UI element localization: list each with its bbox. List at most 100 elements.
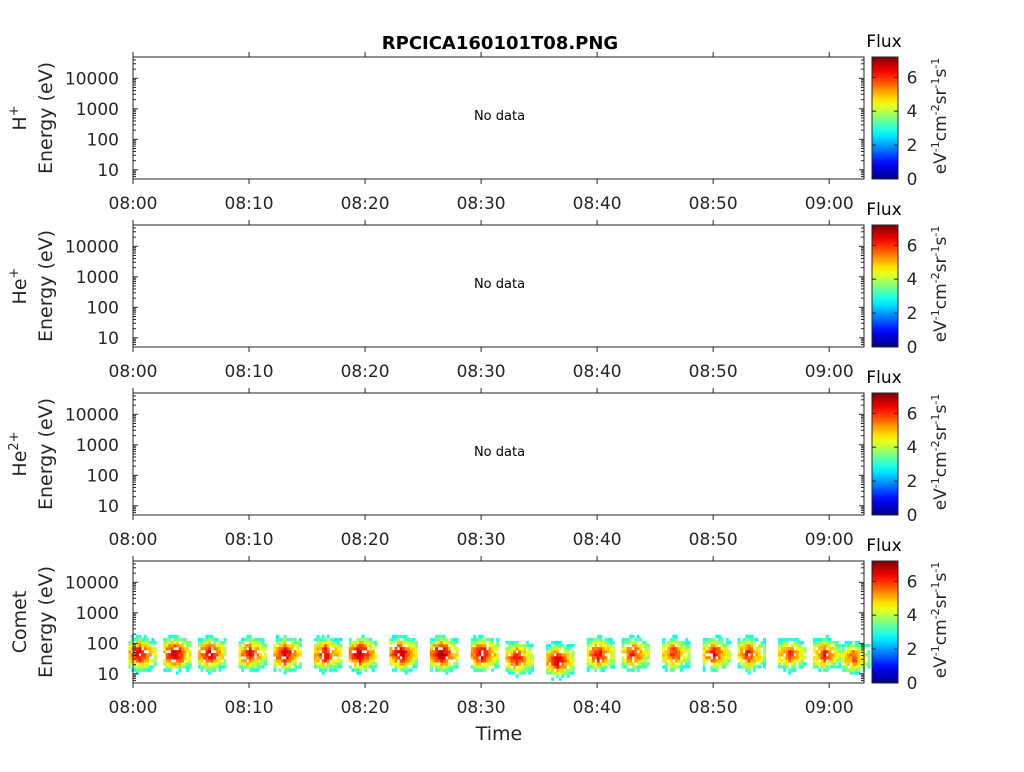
flux-cell (181, 637, 184, 642)
flux-cell (513, 662, 516, 666)
flux-cell (283, 647, 287, 651)
flux-cell (687, 644, 691, 648)
flux-cell (392, 668, 395, 672)
flux-cell (445, 637, 449, 642)
flux-cell (750, 653, 754, 657)
flux-cell (316, 644, 320, 648)
x-tick-label: 08:10 (225, 698, 274, 718)
flux-cell (210, 668, 214, 672)
flux-cell (198, 650, 201, 654)
flux-cell (128, 659, 132, 663)
flux-cell (198, 640, 201, 645)
flux-cell (793, 668, 797, 672)
flux-cell (594, 656, 598, 660)
flux-cell (737, 653, 741, 657)
flux-cell (854, 644, 858, 648)
flux-cell (838, 650, 842, 654)
flux-cell (351, 640, 355, 645)
flux-cell (146, 668, 150, 672)
flux-cell (151, 640, 155, 645)
flux-cell (790, 665, 794, 669)
flux-cell (720, 656, 724, 660)
flux-cell (842, 665, 845, 669)
flux-cell (442, 647, 446, 651)
ion-burst (128, 634, 157, 675)
flux-cell (241, 659, 244, 663)
flux-cell (215, 644, 219, 648)
flux-cell (629, 650, 633, 654)
flux-cell (286, 653, 290, 657)
flux-cell (298, 662, 302, 666)
flux-cell (435, 656, 438, 660)
flux-cell (356, 653, 360, 657)
figure-title: RPCICA160101T08.PNG (382, 33, 618, 54)
flux-cell (353, 644, 357, 648)
flux-cell (558, 647, 562, 651)
flux-cell (556, 671, 560, 675)
flux-cell (319, 644, 322, 648)
species-label: He2+ (7, 431, 31, 476)
flux-cell (283, 653, 287, 657)
flux-cell (793, 659, 797, 663)
flux-cell (835, 640, 839, 645)
flux-cell (612, 650, 616, 654)
flux-cell (359, 665, 362, 669)
flux-cell (705, 640, 709, 645)
flux-cell (788, 637, 792, 642)
flux-cell (551, 668, 555, 672)
flux-cell (238, 656, 242, 660)
flux-cell (586, 647, 590, 651)
flux-cell (528, 662, 532, 666)
flux-cell (188, 644, 192, 648)
flux-cell (750, 644, 754, 648)
flux-cell (394, 668, 398, 672)
flux-cell (594, 665, 598, 669)
flux-cell (151, 647, 155, 651)
ion-burst (198, 634, 227, 675)
colorbar-gradient-bar (871, 392, 899, 516)
flux-cell (173, 637, 177, 642)
flux-cell (353, 653, 357, 657)
flux-cell (558, 665, 562, 669)
flux-cell (849, 671, 853, 675)
flux-cell (394, 659, 398, 663)
flux-cell (314, 659, 317, 663)
flux-cell (728, 653, 732, 657)
flux-cell (243, 647, 247, 651)
x-ticks: 08:00 08:10 08:20 08:30 08:40 08:50 09:00 (109, 556, 854, 718)
flux-cell (591, 659, 595, 663)
flux-cell (825, 634, 829, 639)
flux-cell (602, 659, 605, 663)
flux-cell (835, 665, 839, 669)
flux-cell (750, 656, 754, 660)
flux-cell (867, 662, 871, 666)
x-ticks: 08:00 08:10 08:20 08:30 08:40 08:50 09:00 (109, 388, 854, 550)
flux-cell (402, 640, 406, 645)
flux-cell (470, 644, 474, 648)
flux-cell (682, 659, 686, 663)
flux-cell (636, 647, 640, 651)
flux-cell (389, 650, 393, 654)
flux-cell (723, 665, 726, 669)
flux-cell (763, 647, 766, 651)
flux-cell (415, 656, 418, 660)
flux-cell (669, 644, 673, 648)
flux-cell (823, 656, 827, 660)
flux-cell (361, 653, 365, 657)
flux-cell (215, 662, 219, 666)
flux-cell (480, 668, 484, 672)
flux-cell (493, 662, 497, 666)
flux-cell (518, 665, 522, 669)
flux-cell (720, 665, 724, 669)
flux-cell (513, 668, 516, 672)
flux-cell (763, 640, 766, 645)
flux-cell (644, 647, 648, 651)
flux-cell (181, 659, 184, 663)
flux-cell (626, 656, 630, 660)
flux-cell (612, 659, 616, 663)
flux-cell (849, 656, 853, 660)
flux-cell (253, 637, 257, 642)
flux-cell (435, 634, 438, 639)
flux-cell (812, 665, 816, 669)
flux-cell (430, 653, 433, 657)
